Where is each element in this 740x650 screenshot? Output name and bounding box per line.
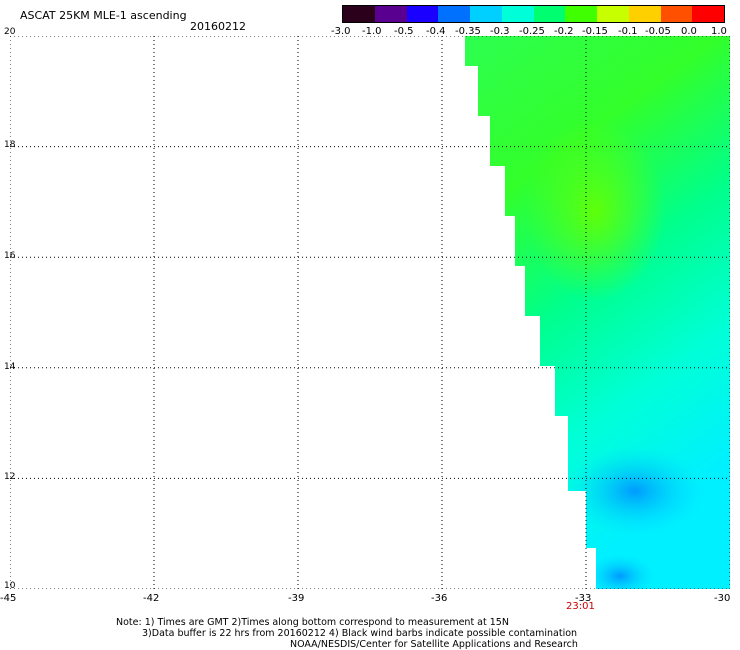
colorbar-label: -0.25	[519, 26, 545, 37]
lat-label: 16	[4, 251, 16, 261]
map-date: 20160212	[190, 20, 246, 33]
lon-label: -39	[288, 593, 305, 604]
colorbar-swatch	[597, 6, 629, 22]
graticule	[10, 36, 730, 589]
lat-label: 10	[4, 581, 16, 591]
note-line-3: NOAA/NESDIS/Center for Satellite Applica…	[290, 639, 578, 650]
lat-label: 18	[4, 140, 16, 150]
lon-label: -42	[143, 593, 160, 604]
map-title: ASCAT 25KM MLE-1 ascending	[20, 9, 187, 22]
colorbar-swatch	[660, 6, 693, 22]
wind-swath	[465, 36, 730, 589]
colorbar-label: -3.0	[331, 26, 351, 37]
colorbar-label: 0.0	[681, 26, 697, 37]
colorbar-label: -0.4	[426, 26, 446, 37]
lat-label: 20	[4, 27, 16, 37]
lat-label: 12	[4, 472, 16, 482]
colorbar-label: -0.2	[554, 26, 574, 37]
colorbar-label: -0.3	[490, 26, 510, 37]
colorbar-label: 1.0	[711, 26, 727, 37]
note-line-1: Note: 1) Times are GMT 2)Times along bot…	[116, 617, 509, 628]
wind-map	[10, 36, 730, 589]
colorbar-swatch	[501, 6, 534, 22]
colorbar-swatch	[692, 6, 724, 22]
colorbar-label: -1.0	[362, 26, 382, 37]
pass-time-label: 23:01	[566, 601, 595, 612]
colorbar-label: -0.05	[645, 26, 671, 37]
colorbar-swatch	[470, 6, 502, 22]
colorbar-label: -0.15	[582, 26, 608, 37]
lon-label: -36	[431, 593, 448, 604]
lon-label: -30	[714, 593, 731, 604]
colorbar-swatch	[374, 6, 407, 22]
colorbar-swatch	[406, 6, 439, 22]
colorbar-label: -0.5	[394, 26, 414, 37]
lat-label: 14	[4, 362, 16, 372]
colorbar	[342, 5, 725, 23]
lon-label: -45	[0, 593, 17, 604]
colorbar-label: -0.35	[455, 26, 481, 37]
lon-label: -33	[575, 593, 592, 604]
colorbar-swatch	[628, 6, 661, 22]
colorbar-swatch	[565, 6, 597, 22]
colorbar-label: -0.1	[618, 26, 638, 37]
colorbar-swatch	[343, 6, 375, 22]
colorbar-swatch	[533, 6, 566, 22]
note-line-2: 3)Data buffer is 22 hrs from 20160212 4)…	[142, 628, 578, 639]
colorbar-swatch	[438, 6, 470, 22]
